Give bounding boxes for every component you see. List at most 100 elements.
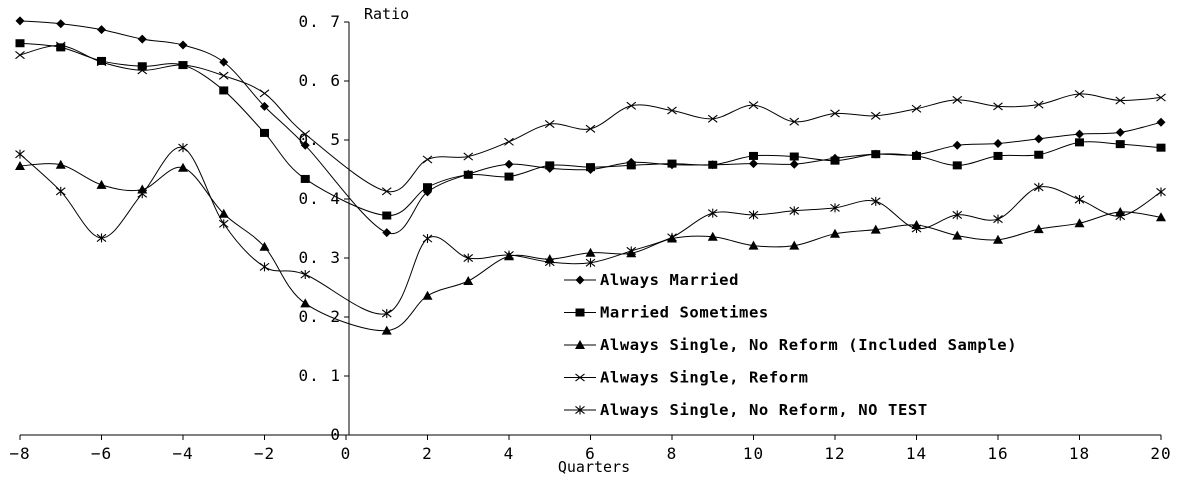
data-point bbox=[912, 151, 921, 160]
data-point bbox=[463, 152, 474, 161]
data-point bbox=[96, 58, 107, 67]
data-point bbox=[381, 187, 392, 196]
data-point bbox=[1115, 211, 1126, 221]
data-point bbox=[218, 71, 229, 80]
data-point bbox=[911, 224, 922, 233]
legend-item-3: Always Single, No Reform (Included Sampl… bbox=[564, 336, 1017, 354]
data-point bbox=[504, 159, 514, 169]
x-tick-label: 0 bbox=[341, 444, 352, 463]
marker-stroke bbox=[544, 120, 555, 129]
data-point bbox=[789, 152, 799, 161]
data-point bbox=[749, 151, 758, 160]
data-point bbox=[952, 95, 963, 104]
data-point bbox=[15, 51, 25, 60]
data-point bbox=[1156, 143, 1166, 152]
series-2 bbox=[15, 39, 1166, 220]
data-point bbox=[585, 258, 596, 268]
data-point bbox=[504, 137, 514, 146]
data-point bbox=[1074, 89, 1085, 99]
legend-marker bbox=[575, 373, 585, 382]
data-point bbox=[463, 170, 473, 179]
data-point bbox=[993, 214, 1003, 224]
data-point bbox=[137, 66, 148, 75]
x-tick-label: 10 bbox=[743, 444, 764, 463]
data-point bbox=[463, 276, 474, 286]
data-point bbox=[15, 160, 25, 170]
data-point bbox=[218, 219, 229, 229]
marker-stroke bbox=[137, 66, 148, 75]
y-tick-label: 0. 1 bbox=[298, 366, 341, 385]
data-point bbox=[1115, 127, 1125, 137]
data-point bbox=[55, 41, 66, 50]
x-tick-label: 8 bbox=[667, 444, 678, 463]
data-point bbox=[1075, 138, 1084, 147]
legend-item-4: Always Single, Reform bbox=[564, 369, 809, 387]
data-point bbox=[667, 159, 677, 168]
data-point bbox=[219, 86, 229, 95]
marker-stroke bbox=[96, 58, 107, 67]
data-point bbox=[178, 61, 188, 70]
data-point bbox=[1033, 182, 1044, 192]
data-point bbox=[178, 40, 188, 50]
data-point bbox=[830, 203, 840, 213]
data-point bbox=[422, 155, 433, 164]
data-point bbox=[626, 246, 637, 256]
series-1 bbox=[15, 16, 1166, 238]
data-point bbox=[1115, 96, 1126, 105]
marker-stroke bbox=[1074, 89, 1085, 99]
data-point bbox=[259, 89, 270, 98]
legend-marker bbox=[575, 308, 585, 317]
data-point bbox=[463, 253, 474, 263]
data-point bbox=[667, 232, 677, 242]
legend-label: Always Single, No Reform (Included Sampl… bbox=[600, 336, 1017, 354]
data-point bbox=[545, 161, 555, 170]
y-tick-label: 0. 7 bbox=[298, 12, 341, 31]
data-point bbox=[1115, 140, 1125, 149]
data-point bbox=[422, 290, 433, 300]
marker-stroke bbox=[707, 114, 718, 123]
data-point bbox=[871, 150, 881, 159]
marker-stroke bbox=[218, 71, 229, 80]
data-point bbox=[626, 161, 636, 170]
y-tick-label: 0. 4 bbox=[298, 189, 341, 208]
x-tick-label: 14 bbox=[906, 444, 927, 463]
x-tick-label: 12 bbox=[824, 444, 845, 463]
data-point bbox=[259, 241, 270, 251]
data-point bbox=[585, 247, 596, 257]
marker-stroke bbox=[748, 101, 759, 110]
legend-label: Always Married bbox=[600, 271, 739, 289]
data-point bbox=[789, 117, 800, 126]
data-point bbox=[830, 109, 840, 118]
marker-stroke bbox=[830, 109, 840, 118]
data-point bbox=[749, 159, 758, 169]
data-point bbox=[544, 257, 555, 267]
data-point bbox=[300, 270, 311, 280]
data-point bbox=[504, 250, 514, 260]
legend-label: Always Single, Reform bbox=[600, 369, 809, 387]
marker-stroke bbox=[55, 41, 66, 50]
marker-stroke bbox=[626, 101, 637, 110]
data-point bbox=[586, 163, 595, 172]
data-point bbox=[96, 233, 107, 243]
marker-stroke bbox=[504, 137, 514, 146]
legend-marker bbox=[575, 275, 585, 285]
marker-stroke bbox=[15, 51, 25, 60]
data-point bbox=[748, 101, 759, 110]
data-point bbox=[626, 101, 637, 110]
data-point bbox=[15, 39, 25, 48]
data-point bbox=[382, 228, 392, 238]
data-point bbox=[1075, 129, 1084, 139]
data-point bbox=[707, 208, 718, 218]
marker-stroke bbox=[789, 117, 800, 126]
data-point bbox=[55, 186, 66, 196]
data-point bbox=[260, 101, 269, 111]
series-line bbox=[19, 42, 1162, 217]
data-point bbox=[218, 208, 229, 218]
data-point bbox=[96, 179, 107, 189]
marker-stroke bbox=[952, 95, 963, 104]
data-point bbox=[993, 102, 1003, 111]
marker-stroke bbox=[259, 89, 270, 98]
data-point bbox=[870, 111, 881, 120]
data-point bbox=[300, 174, 310, 183]
